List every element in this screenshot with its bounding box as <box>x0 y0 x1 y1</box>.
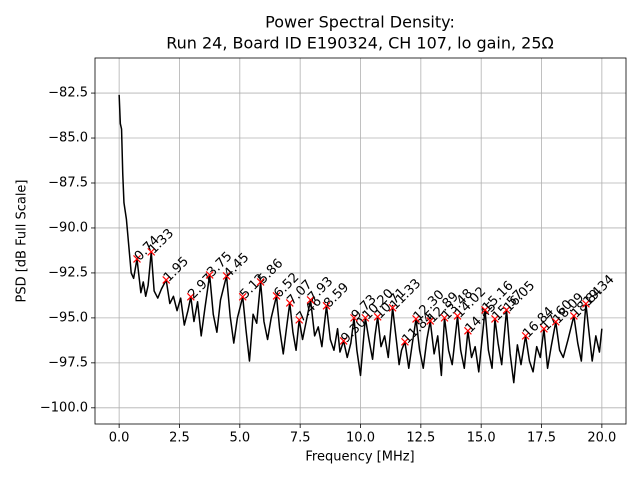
y-tick-label: −100.0 <box>40 400 88 415</box>
y-tick-label: −87.5 <box>48 175 88 190</box>
peak-marker <box>133 254 141 263</box>
peak-marker <box>222 272 231 280</box>
x-tick-label: 12.5 <box>406 431 435 446</box>
peak-marker <box>582 299 590 308</box>
peak-marker <box>350 313 358 322</box>
peak-marker <box>551 317 560 326</box>
y-tick-label: −97.5 <box>48 355 88 370</box>
x-axis-label: Frequency [MHz] <box>305 450 414 465</box>
y-tick-label: −85.0 <box>48 131 88 146</box>
peak-marker <box>481 306 489 314</box>
peak-marker <box>186 292 195 301</box>
peak-marker <box>440 313 449 322</box>
y-tick-label: −82.5 <box>48 86 88 101</box>
y-tick-label: −95.0 <box>48 310 88 325</box>
y-tick-label: −90.0 <box>48 220 88 235</box>
peak-marker <box>339 336 348 345</box>
peak-marker <box>491 315 499 323</box>
peak-marker <box>540 324 548 333</box>
peak-marker <box>426 317 435 325</box>
peak-marker <box>400 337 409 346</box>
x-tick-label: 2.5 <box>169 431 190 446</box>
x-tick-label: 15.0 <box>467 431 496 446</box>
x-tick-label: 17.5 <box>527 431 556 446</box>
chart-title: Run 24, Board ID E190324, CH 107, lo gai… <box>166 34 554 53</box>
peak-marker <box>502 306 511 314</box>
y-tick-label: −92.5 <box>48 265 88 280</box>
peak-marker <box>272 292 281 300</box>
peak-marker <box>205 270 214 279</box>
peak-marker <box>361 313 370 322</box>
x-tick-label: 7.5 <box>290 431 311 446</box>
peak-marker <box>295 315 304 324</box>
x-tick-label: 5.0 <box>229 431 250 446</box>
peak-marker <box>373 312 382 321</box>
peak-marker <box>162 276 171 284</box>
x-tick-label: 20.0 <box>587 431 616 446</box>
peak-marker <box>322 301 331 310</box>
peak-marker <box>147 247 156 256</box>
peak-marker <box>453 311 462 320</box>
x-tick-label: 10.0 <box>346 431 375 446</box>
peak-marker <box>238 292 247 301</box>
peak-marker <box>412 315 420 323</box>
x-tick-label: 0.0 <box>109 431 130 446</box>
peak-marker <box>521 331 530 340</box>
peak-marker <box>285 299 294 307</box>
y-axis-label: PSD [dB Full Scale] <box>15 179 30 302</box>
peak-marker <box>463 326 472 335</box>
peak-marker <box>256 277 265 286</box>
chart-title: Power Spectral Density: <box>265 13 455 32</box>
peak-marker <box>388 303 397 312</box>
plot-frame <box>94 57 627 425</box>
peak-marker <box>569 311 578 320</box>
peak-marker <box>306 295 315 304</box>
